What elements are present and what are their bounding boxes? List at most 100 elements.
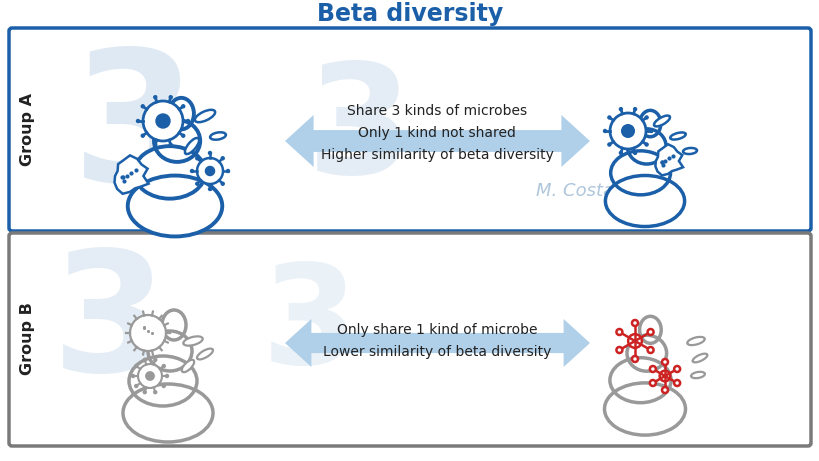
Polygon shape [115, 155, 148, 194]
Circle shape [649, 130, 652, 132]
Circle shape [169, 96, 172, 99]
Circle shape [143, 101, 183, 141]
Circle shape [673, 380, 679, 386]
Circle shape [131, 374, 134, 378]
Circle shape [154, 96, 156, 99]
Circle shape [182, 105, 184, 108]
Ellipse shape [133, 146, 206, 199]
Ellipse shape [210, 132, 225, 140]
Circle shape [649, 380, 655, 386]
Ellipse shape [169, 98, 193, 130]
Circle shape [143, 390, 146, 394]
Circle shape [221, 157, 224, 160]
Circle shape [162, 365, 165, 367]
Circle shape [609, 113, 645, 149]
Circle shape [621, 124, 634, 137]
Ellipse shape [604, 383, 685, 435]
Circle shape [658, 371, 669, 381]
Circle shape [141, 134, 144, 137]
Circle shape [190, 170, 193, 172]
FancyBboxPatch shape [9, 28, 810, 231]
Circle shape [146, 372, 154, 380]
Text: Group B: Group B [20, 302, 35, 375]
Text: Group A: Group A [20, 93, 35, 165]
Ellipse shape [610, 151, 670, 195]
Circle shape [165, 374, 168, 378]
Circle shape [162, 384, 165, 388]
Ellipse shape [690, 372, 704, 378]
Ellipse shape [182, 360, 194, 372]
Circle shape [196, 182, 198, 185]
Circle shape [661, 359, 667, 365]
Circle shape [208, 188, 211, 190]
Circle shape [633, 107, 636, 111]
Circle shape [143, 358, 146, 361]
Circle shape [616, 347, 622, 353]
Ellipse shape [686, 337, 704, 345]
Text: M. Costa: M. Costa [536, 182, 613, 200]
Text: Beta diversity: Beta diversity [316, 2, 503, 26]
Circle shape [607, 143, 610, 146]
Circle shape [616, 329, 622, 335]
Ellipse shape [162, 310, 186, 340]
Circle shape [141, 105, 144, 108]
Circle shape [627, 334, 641, 348]
Text: 3: 3 [261, 259, 358, 394]
Circle shape [631, 320, 637, 326]
Ellipse shape [154, 120, 200, 162]
Circle shape [197, 158, 223, 184]
Ellipse shape [197, 349, 213, 360]
Ellipse shape [147, 331, 192, 371]
Polygon shape [654, 144, 682, 176]
Ellipse shape [604, 176, 684, 226]
Circle shape [186, 119, 189, 123]
Circle shape [208, 152, 211, 154]
Ellipse shape [128, 176, 222, 236]
Ellipse shape [654, 116, 669, 126]
Circle shape [134, 365, 138, 367]
Circle shape [645, 116, 647, 119]
Circle shape [631, 356, 637, 362]
Circle shape [154, 358, 156, 361]
Circle shape [130, 315, 165, 351]
Ellipse shape [627, 335, 666, 371]
Ellipse shape [195, 110, 215, 122]
Circle shape [221, 182, 224, 185]
Ellipse shape [639, 110, 660, 137]
Ellipse shape [609, 358, 670, 403]
Circle shape [138, 364, 162, 388]
Circle shape [154, 390, 156, 394]
Circle shape [633, 151, 636, 154]
Circle shape [647, 347, 653, 353]
Circle shape [156, 114, 170, 128]
Circle shape [607, 116, 610, 119]
Circle shape [134, 384, 138, 388]
Text: 3: 3 [72, 43, 197, 219]
Circle shape [154, 143, 156, 146]
Polygon shape [285, 115, 590, 167]
Text: Only share 1 kind of microbe
Lower similarity of beta diversity: Only share 1 kind of microbe Lower simil… [323, 323, 550, 359]
Ellipse shape [627, 129, 665, 164]
Ellipse shape [129, 356, 197, 406]
Ellipse shape [639, 316, 660, 343]
Circle shape [618, 151, 622, 154]
Ellipse shape [123, 384, 213, 442]
Circle shape [206, 166, 215, 176]
Ellipse shape [184, 138, 199, 154]
Text: 3: 3 [52, 244, 168, 408]
Circle shape [226, 170, 229, 172]
Text: 3: 3 [306, 57, 413, 206]
FancyBboxPatch shape [9, 233, 810, 446]
Circle shape [649, 366, 655, 372]
Ellipse shape [682, 148, 696, 154]
Circle shape [169, 143, 172, 146]
Circle shape [647, 329, 653, 335]
Circle shape [618, 107, 622, 111]
Circle shape [196, 157, 198, 160]
Ellipse shape [669, 132, 685, 140]
Circle shape [182, 134, 184, 137]
Circle shape [645, 143, 647, 146]
Text: Share 3 kinds of microbes
Only 1 kind not shared
Higher similarity of beta diver: Share 3 kinds of microbes Only 1 kind no… [320, 104, 553, 162]
Ellipse shape [692, 354, 707, 362]
Circle shape [603, 130, 606, 132]
